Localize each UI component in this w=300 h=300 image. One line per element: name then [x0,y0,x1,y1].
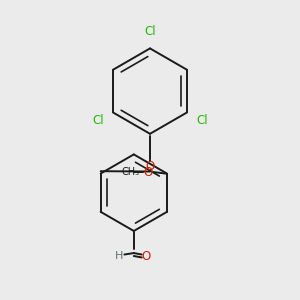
Text: CH₃: CH₃ [122,167,140,177]
Text: O: O [143,166,152,178]
Text: H: H [115,251,123,261]
Text: O: O [146,160,154,173]
Text: Cl: Cl [144,25,156,38]
Text: Cl: Cl [92,115,104,128]
Text: Cl: Cl [196,115,208,128]
Text: O: O [142,250,151,262]
